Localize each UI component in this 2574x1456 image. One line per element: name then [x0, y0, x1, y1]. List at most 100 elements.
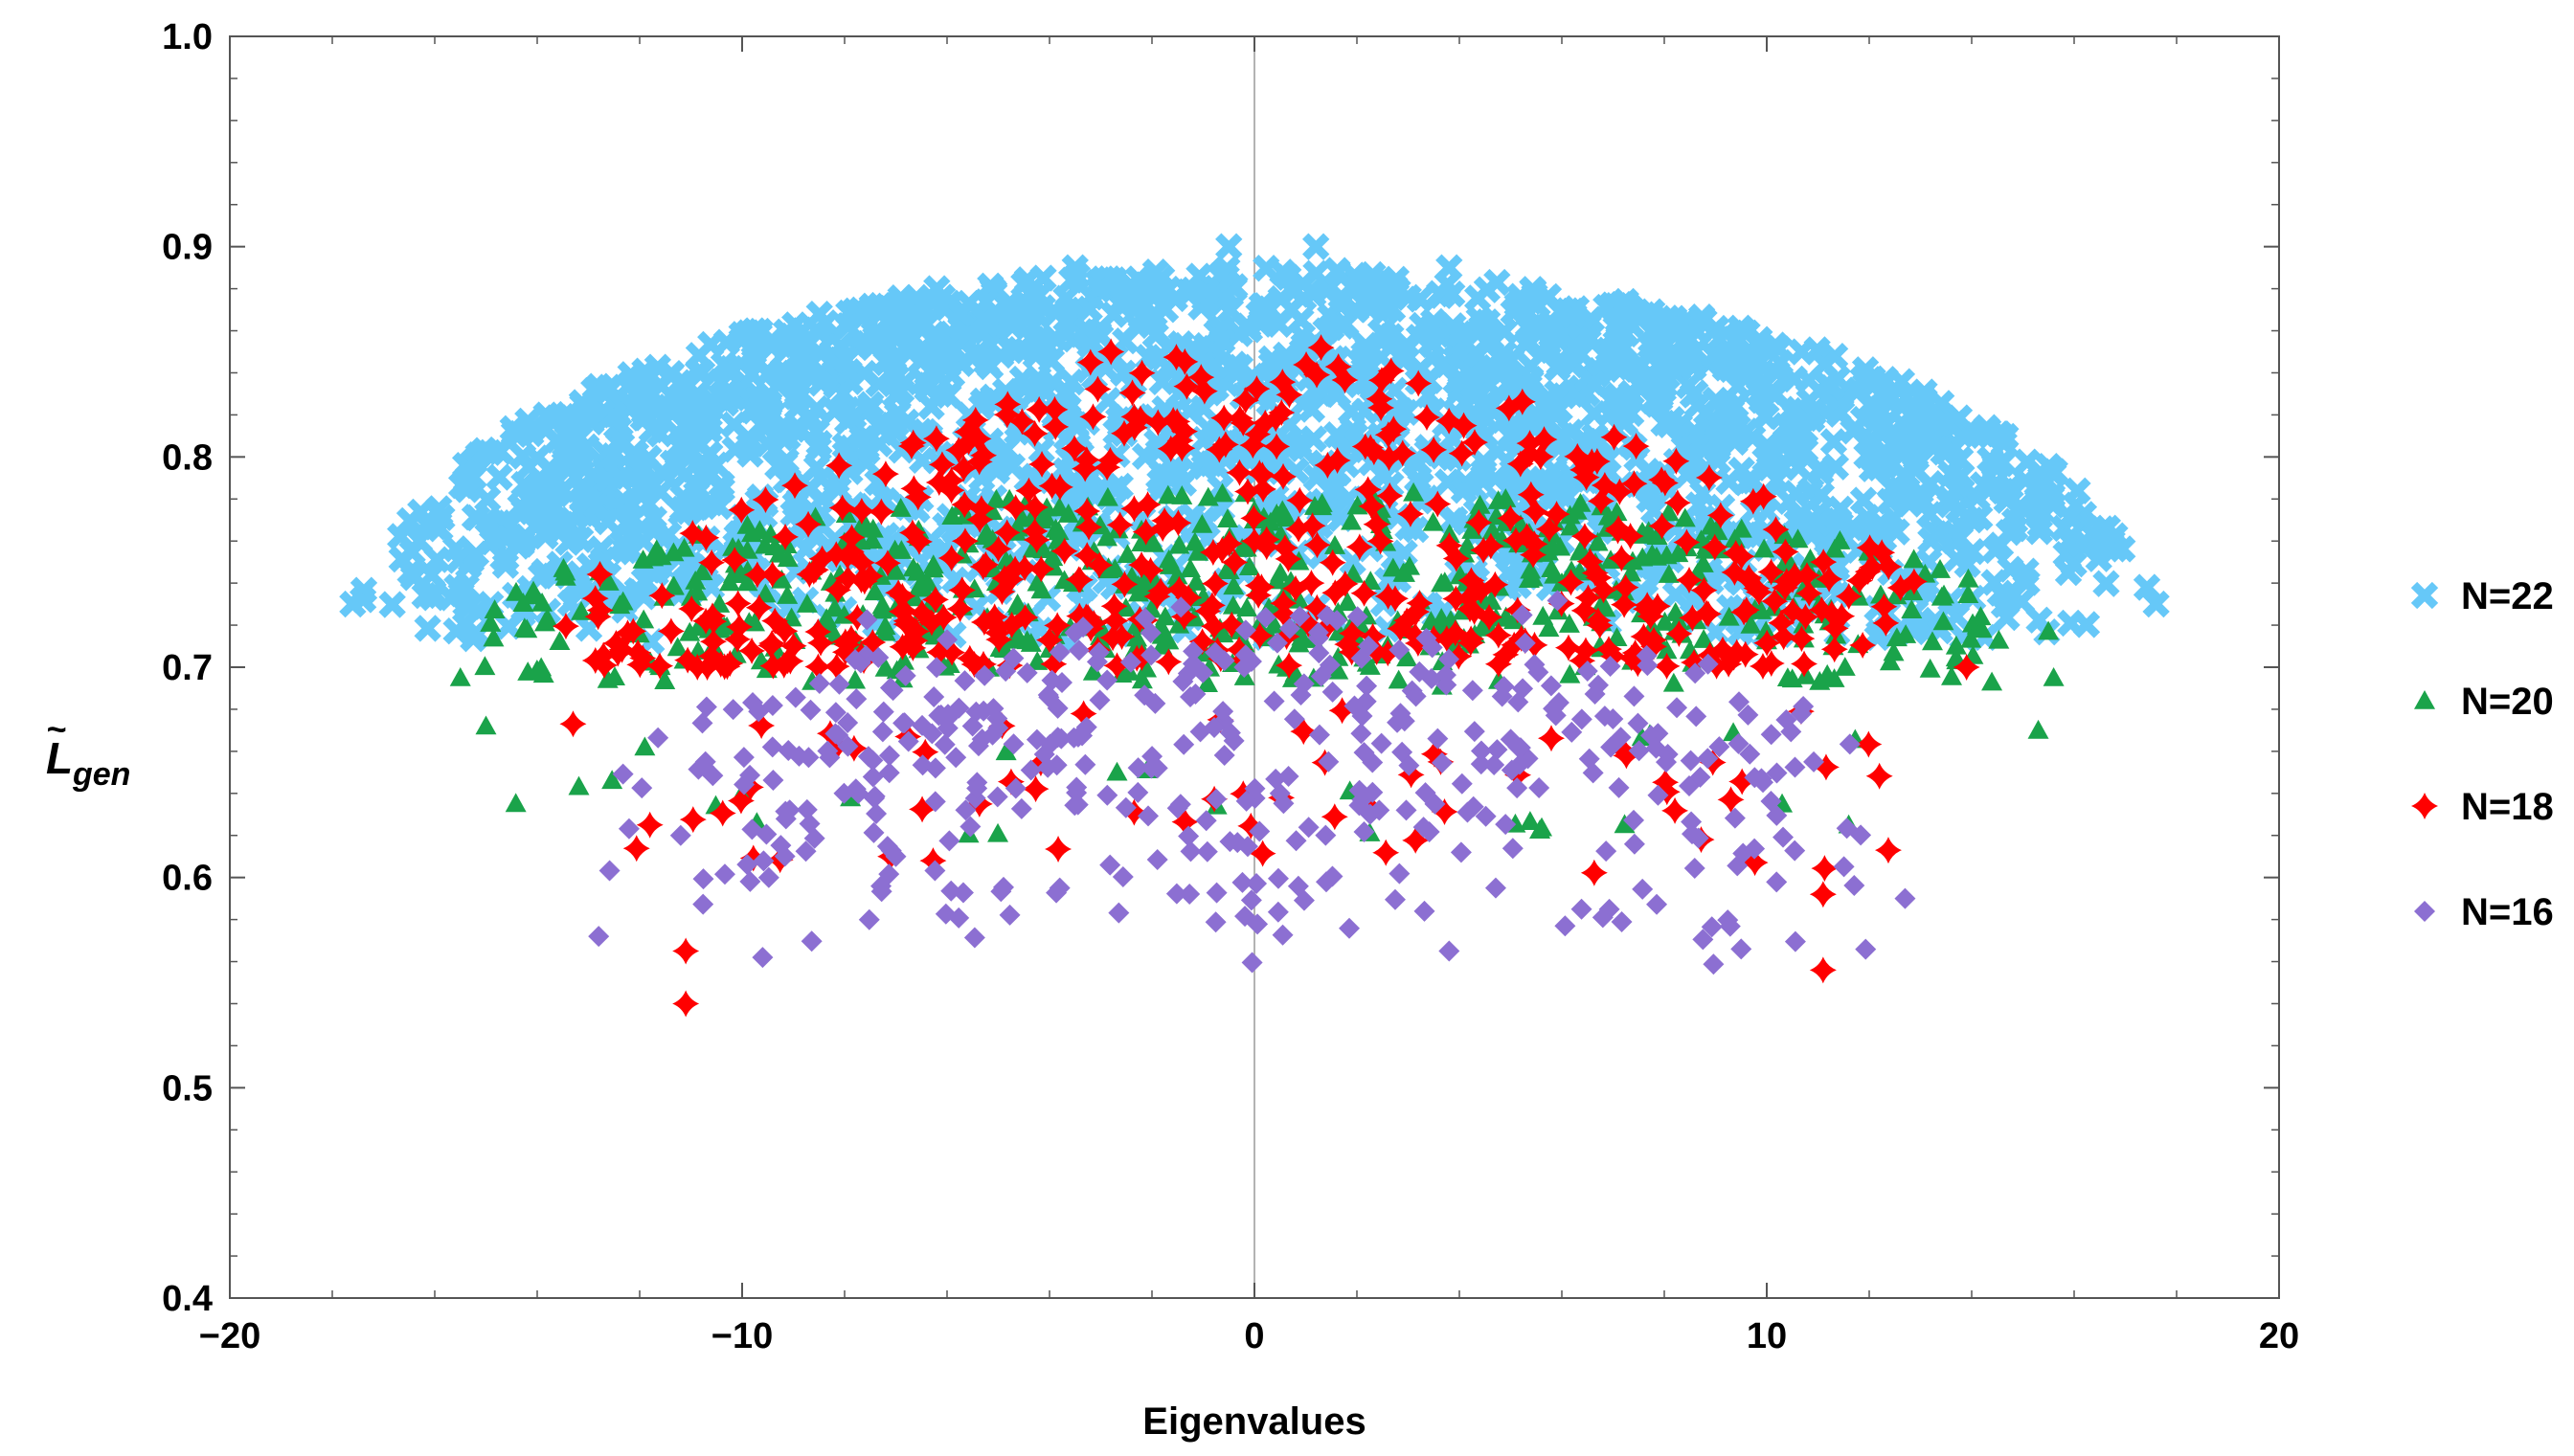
data-point [1570, 898, 1592, 920]
data-point [1074, 753, 1096, 775]
data-point [1164, 509, 1192, 537]
data-point [1622, 433, 1650, 460]
data-point [862, 518, 884, 538]
data-point [1500, 298, 1527, 326]
data-point [705, 492, 734, 521]
data-point [873, 549, 901, 577]
data-point [1262, 405, 1290, 433]
data-point [1422, 511, 1444, 531]
data-point [973, 348, 1001, 376]
data-point [1506, 777, 1528, 799]
data-point [882, 348, 911, 376]
data-point [1188, 628, 1216, 656]
data-point [1945, 647, 1967, 667]
data-point [647, 727, 669, 749]
data-point [1286, 486, 1314, 514]
data-point [1036, 626, 1064, 654]
data-point [1477, 532, 1504, 560]
data-point [533, 486, 562, 515]
data-point [856, 394, 885, 422]
data-point [549, 631, 571, 651]
data-point [591, 652, 619, 680]
data-point [1585, 564, 1613, 592]
data-point [1170, 596, 1192, 618]
data-point [1657, 744, 1679, 766]
data-point [1715, 650, 1743, 678]
data-point [456, 593, 484, 620]
data-point [1957, 568, 1979, 588]
data-point [1276, 652, 1303, 680]
data-point [1788, 338, 1816, 366]
data-point [1930, 586, 1953, 606]
data-point [1375, 444, 1403, 472]
data-point [1595, 636, 1623, 663]
data-point [1392, 398, 1420, 426]
data-point [1128, 551, 1156, 579]
data-point [1350, 579, 1378, 607]
data-point [709, 799, 736, 827]
data-point [1236, 836, 1258, 858]
y-tick-label: 0.5 [162, 1068, 213, 1109]
data-point [713, 653, 741, 681]
data-point [1319, 549, 1346, 576]
data-point [1508, 388, 1536, 415]
x-tick-label: −10 [711, 1316, 773, 1356]
data-point [1900, 568, 1928, 595]
data-point [475, 715, 497, 735]
data-point [1339, 917, 1361, 939]
data-point [1680, 750, 1702, 772]
data-point [1387, 711, 1409, 733]
data-point [1460, 429, 1488, 457]
data-point [1221, 549, 1249, 576]
data-point [1268, 399, 1296, 427]
data-point [1157, 484, 1179, 504]
data-point [598, 571, 620, 591]
data-point [1481, 464, 1509, 493]
data-point [1811, 855, 1839, 883]
data-point [636, 811, 664, 839]
legend-marker [2410, 581, 2439, 610]
data-point [1108, 902, 1130, 924]
data-point [523, 580, 545, 600]
data-point [1363, 638, 1390, 666]
data-point [691, 712, 713, 734]
data-point [1080, 610, 1108, 638]
data-point [1520, 541, 1547, 569]
data-point [663, 542, 685, 562]
data-point [1106, 511, 1134, 539]
data-point [1103, 652, 1131, 680]
data-point [1557, 569, 1585, 596]
data-point [1818, 600, 1845, 628]
data-point [1502, 838, 1524, 860]
data-point [778, 740, 800, 762]
data-point [1513, 523, 1541, 550]
data-point [1049, 641, 1071, 663]
data-point [1643, 593, 1671, 620]
data-point [1662, 672, 1684, 692]
data-point [799, 405, 826, 433]
data-point [1715, 467, 1743, 496]
data-point [1308, 642, 1330, 664]
data-point [775, 808, 797, 830]
data-point [1235, 537, 1257, 557]
data-point [2000, 507, 2029, 535]
data-point [405, 527, 434, 555]
data-point [1314, 451, 1342, 479]
data-point [1919, 658, 1941, 678]
data-point [804, 617, 832, 645]
x-tick-label: 20 [2259, 1316, 2299, 1356]
data-point [1041, 669, 1063, 691]
data-point [484, 599, 506, 618]
data-point [1886, 573, 1914, 601]
data-point [1724, 372, 1752, 400]
data-point [1723, 638, 1750, 666]
data-point [1414, 782, 1436, 804]
data-point [1339, 619, 1366, 647]
data-point [1637, 602, 1664, 630]
data-point [917, 609, 945, 637]
data-point [1259, 511, 1281, 531]
data-point [1396, 500, 1424, 527]
data-point [1006, 594, 1028, 613]
data-point [1547, 590, 1569, 612]
data-point [1206, 788, 1228, 810]
